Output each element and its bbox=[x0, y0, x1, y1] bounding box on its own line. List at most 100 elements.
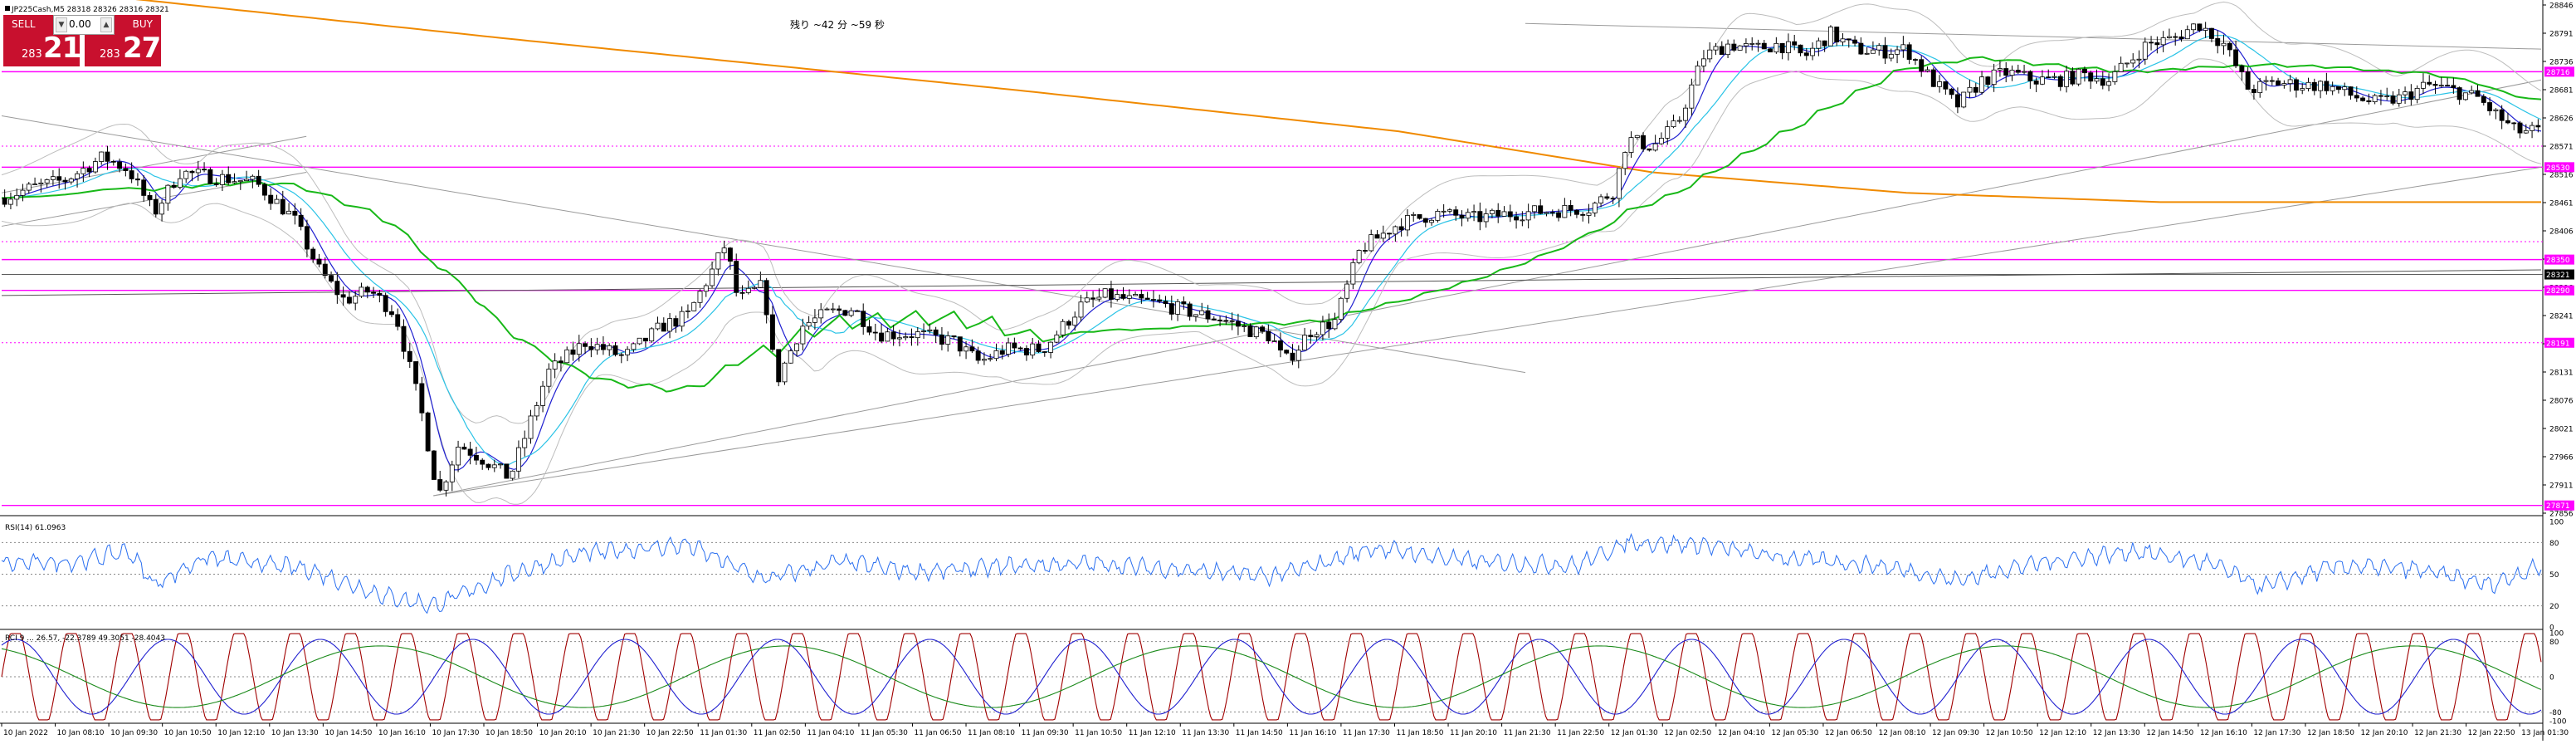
candle-body bbox=[304, 226, 310, 250]
candle-body bbox=[540, 385, 546, 406]
candle-body bbox=[1520, 219, 1525, 222]
candle-body bbox=[697, 291, 703, 303]
time-tick-label: 12 Jan 10:50 bbox=[1986, 729, 2033, 737]
time-tick-label: 11 Jan 09:30 bbox=[1022, 729, 1069, 737]
rci-tick-label: -100 bbox=[2549, 718, 2567, 727]
candle-body bbox=[1725, 43, 1731, 56]
candle-body bbox=[2178, 36, 2184, 40]
candle-body bbox=[2191, 23, 2197, 31]
candle-body bbox=[515, 447, 521, 472]
candle-body bbox=[2432, 83, 2438, 86]
candle-body bbox=[552, 360, 558, 370]
level-label: 28716 bbox=[2546, 69, 2570, 77]
candle-body bbox=[431, 450, 437, 480]
candle-body bbox=[1483, 213, 1489, 223]
time-tick-label: 11 Jan 12:10 bbox=[1129, 729, 1176, 737]
candle-body bbox=[2208, 27, 2214, 39]
candle-body bbox=[1495, 209, 1501, 217]
candle-body bbox=[2064, 71, 2070, 87]
candle-body bbox=[2427, 81, 2432, 85]
candle-body bbox=[1827, 27, 1833, 46]
candle-body bbox=[68, 178, 74, 183]
buy-price-big: 27 bbox=[123, 32, 161, 65]
time-tick-label: 10 Jan 13:30 bbox=[271, 729, 319, 737]
time-tick-label: 12 Jan 14:50 bbox=[2146, 729, 2193, 737]
candle-body bbox=[1816, 40, 1822, 49]
candle-body bbox=[449, 464, 455, 482]
candle-body bbox=[570, 349, 576, 355]
candle-body bbox=[1441, 210, 1447, 213]
candle-body bbox=[1362, 250, 1368, 252]
candle-body bbox=[1078, 301, 1084, 318]
candle-body bbox=[1713, 46, 1719, 51]
candle-body bbox=[2324, 81, 2330, 91]
candle-body bbox=[558, 360, 564, 364]
candle-body bbox=[2276, 80, 2281, 86]
candle-body bbox=[2354, 95, 2359, 99]
candle-body bbox=[1247, 326, 1253, 337]
price-tick-label: 28406 bbox=[2549, 228, 2574, 237]
candle-body bbox=[861, 311, 866, 327]
candle-body bbox=[1387, 232, 1393, 235]
candle-body bbox=[56, 176, 62, 181]
candle-body bbox=[159, 203, 165, 215]
candle-body bbox=[2505, 120, 2510, 124]
candle-body bbox=[637, 337, 642, 345]
candle-body bbox=[879, 332, 885, 342]
symbol-icon bbox=[5, 6, 10, 11]
lot-size-field[interactable]: ▼ 0.00 ▲ bbox=[53, 15, 115, 35]
lot-up-icon[interactable]: ▲ bbox=[100, 17, 112, 32]
candle-body bbox=[1471, 211, 1477, 213]
time-tick-label: 10 Jan 20:10 bbox=[539, 729, 587, 737]
candle-body bbox=[1707, 49, 1713, 60]
price-tick-label: 28076 bbox=[2549, 398, 2574, 406]
candle-body bbox=[44, 179, 50, 184]
candle-body bbox=[2305, 81, 2311, 90]
candle-body bbox=[896, 337, 902, 340]
candle-body bbox=[1380, 232, 1386, 239]
candle-body bbox=[951, 335, 957, 338]
level-label: 28290 bbox=[2546, 287, 2570, 296]
candle-body bbox=[256, 175, 261, 185]
lot-value[interactable]: 0.00 bbox=[69, 18, 91, 30]
candle-body bbox=[50, 176, 56, 180]
candle-body bbox=[219, 174, 225, 185]
candle-body bbox=[2348, 86, 2354, 96]
candle-body bbox=[625, 349, 631, 355]
candle-body bbox=[842, 310, 848, 316]
candle-body bbox=[467, 448, 473, 456]
candle-body bbox=[2118, 62, 2124, 72]
candle-body bbox=[1277, 340, 1283, 351]
candle-body bbox=[673, 318, 679, 327]
rsi-tick-label: 20 bbox=[2549, 603, 2559, 611]
level-label-box bbox=[2544, 337, 2574, 348]
time-tick-label: 11 Jan 20:10 bbox=[1450, 729, 1497, 737]
candle-body bbox=[2, 198, 7, 205]
rsi-tick-label: 50 bbox=[2549, 571, 2559, 580]
candle-body bbox=[1102, 288, 1108, 298]
candle-body bbox=[1302, 335, 1308, 351]
candle-body bbox=[1271, 340, 1277, 342]
candle-body bbox=[2487, 102, 2493, 111]
candle-body bbox=[1785, 41, 1791, 54]
candle-body bbox=[782, 362, 788, 383]
candle-body bbox=[1846, 38, 1852, 41]
one-click-trading-panel[interactable]: SELL 283 21 BUY 283 27 ▼ 0.00 ▲ bbox=[3, 15, 161, 66]
lot-down-icon[interactable]: ▼ bbox=[56, 17, 67, 32]
time-tick-label: 11 Jan 14:50 bbox=[1236, 729, 1283, 737]
candle-body bbox=[1616, 168, 1622, 199]
buy-button[interactable]: BUY 283 27 bbox=[85, 15, 161, 66]
time-tick-label: 12 Jan 04:10 bbox=[1718, 729, 1765, 737]
candle-body bbox=[1120, 294, 1126, 299]
candle-body bbox=[1997, 68, 2003, 71]
candle-body bbox=[250, 175, 256, 180]
candle-body bbox=[1417, 213, 1422, 219]
candle-body bbox=[764, 280, 769, 316]
candle-body bbox=[800, 326, 806, 345]
candle-body bbox=[1326, 321, 1332, 330]
candle-body bbox=[812, 317, 817, 323]
time-tick-label: 10 Jan 2022 bbox=[3, 729, 48, 737]
